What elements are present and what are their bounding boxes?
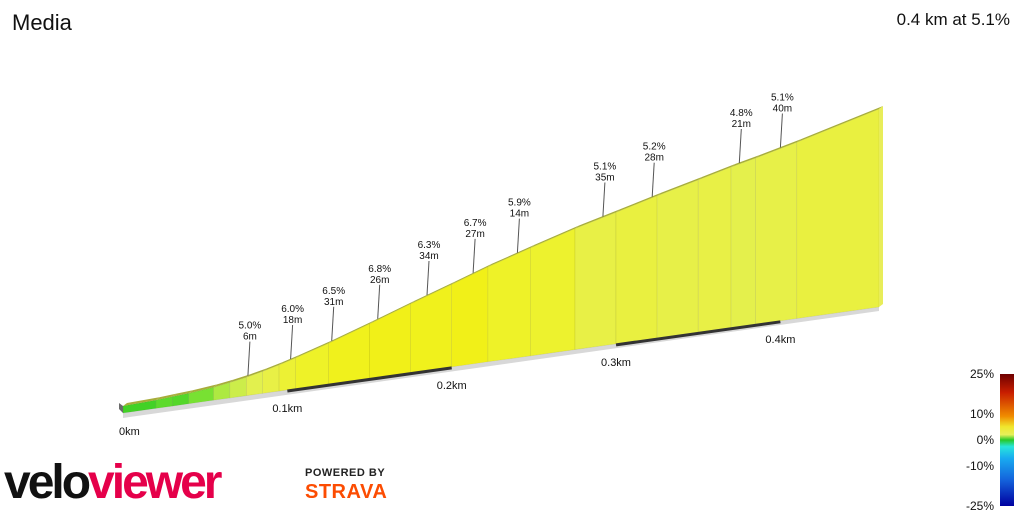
distance-axis: 0km 0.1km 0.2km 0.3km 0.4km (119, 320, 795, 438)
profile-ridge (155, 393, 177, 401)
profile-segment (487, 247, 531, 363)
annotation-length: 40m (773, 104, 792, 115)
annotation-length: 6m (243, 332, 257, 343)
profile-segment (697, 166, 732, 333)
annotation-leader (602, 182, 606, 217)
powered-by-label: POWERED BY (305, 467, 386, 479)
annotation-grade: 6.7% (464, 218, 487, 229)
profile-ridge (262, 361, 284, 372)
legend-tick-label: 0% (976, 433, 994, 447)
profile-segment (369, 303, 411, 379)
grade-legend-bar (1000, 374, 1014, 506)
annotation-grade: 6.3% (418, 240, 441, 251)
profile-segment (530, 228, 576, 357)
distance-tick-label: 0.2km (437, 380, 467, 392)
climb-summary: 0.4 km at 5.1% (896, 10, 1010, 29)
profile-ridge (698, 164, 736, 180)
annotation-leader (247, 341, 251, 376)
annotation-leader (426, 260, 430, 296)
annotation-length: 28m (644, 153, 663, 164)
profile-end-face (879, 106, 883, 307)
annotation-length: 34m (419, 251, 438, 262)
profile-ridge (575, 209, 620, 229)
profile-ridge (796, 106, 883, 143)
profile-segment (656, 179, 699, 339)
profile-segment (615, 195, 658, 345)
annotation-leader (651, 162, 655, 197)
annotation-grade: 5.1% (771, 93, 794, 104)
annotation-grade: 4.8% (730, 108, 753, 119)
strava-label: STRAVA (305, 481, 388, 503)
distance-tick-label: 0.4km (765, 334, 795, 346)
annotation-leader (377, 284, 381, 319)
legend-tick-label: 10% (969, 406, 994, 421)
profile-ridge (295, 340, 333, 358)
profile-ridge (657, 176, 703, 196)
annotation-grade: 6.5% (322, 286, 345, 297)
annotation-leader (738, 128, 742, 164)
profile-ridge (487, 244, 535, 267)
chart-title: Media (12, 10, 72, 35)
profile-ridge (451, 263, 492, 285)
veloviewer-logo: veloviewer (4, 456, 225, 508)
profile-segment (730, 157, 757, 329)
annotation-grade: 6.8% (368, 264, 391, 275)
profile-ridge (328, 320, 374, 344)
annotation-length: 18m (283, 315, 302, 326)
profile-ridge (172, 390, 193, 397)
annotation-grade: 5.1% (594, 162, 617, 173)
annotation-grade: 5.0% (239, 321, 262, 332)
annotation-leader (331, 306, 335, 341)
annotation-length: 35m (595, 173, 614, 184)
profile-segment (574, 211, 617, 350)
profile-ridge (731, 155, 760, 167)
profile-start-edge (119, 403, 123, 413)
profile-segment (796, 108, 880, 319)
annotation-length: 31m (324, 297, 343, 308)
annotation-leader (779, 113, 783, 148)
distance-tick-label: 0.1km (272, 403, 302, 415)
annotation-length: 14m (510, 209, 529, 220)
profile-ridge (188, 384, 218, 394)
profile-ridge (279, 354, 300, 365)
distance-bar (287, 366, 452, 393)
distance-tick-label: 0.3km (601, 357, 631, 369)
annotation-grade: 5.9% (508, 198, 531, 209)
annotation-grade: 5.2% (643, 142, 666, 153)
annotation-length: 26m (370, 275, 389, 286)
profile-ridge (410, 281, 456, 304)
annotation-grade: 6.0% (281, 304, 304, 315)
annotation-length: 21m (732, 119, 751, 130)
annotation-leader (516, 218, 520, 253)
profile-ridge (530, 225, 579, 248)
profile-ridge (229, 374, 251, 383)
annotation-leader (472, 238, 476, 273)
annotation-length: 27m (465, 229, 484, 240)
svg-text:veloviewer: veloviewer (4, 456, 222, 508)
profile-segment (755, 141, 798, 325)
profile-segment (410, 283, 453, 374)
profile-segments (119, 106, 883, 418)
legend-tick-label: -25% (965, 499, 994, 513)
profile-ridge (246, 368, 267, 378)
distance-tick-label: 0km (119, 426, 140, 438)
legend-tick-label: 25% (969, 367, 994, 381)
profile-ridge (213, 379, 234, 388)
profile-ridge (369, 300, 415, 324)
profile-ridge (755, 139, 801, 158)
distance-bar (615, 320, 781, 347)
profile-ridge (616, 192, 662, 213)
grade-annotations: 5.0%6m 6.0%18m 6.5%31m 6.8%26m 6.3%34m 6.7%27… (239, 93, 794, 376)
profile-ridge (123, 397, 160, 406)
profile-segment (451, 266, 489, 368)
legend-tick-label: -10% (965, 459, 994, 474)
annotation-leader (290, 324, 294, 360)
